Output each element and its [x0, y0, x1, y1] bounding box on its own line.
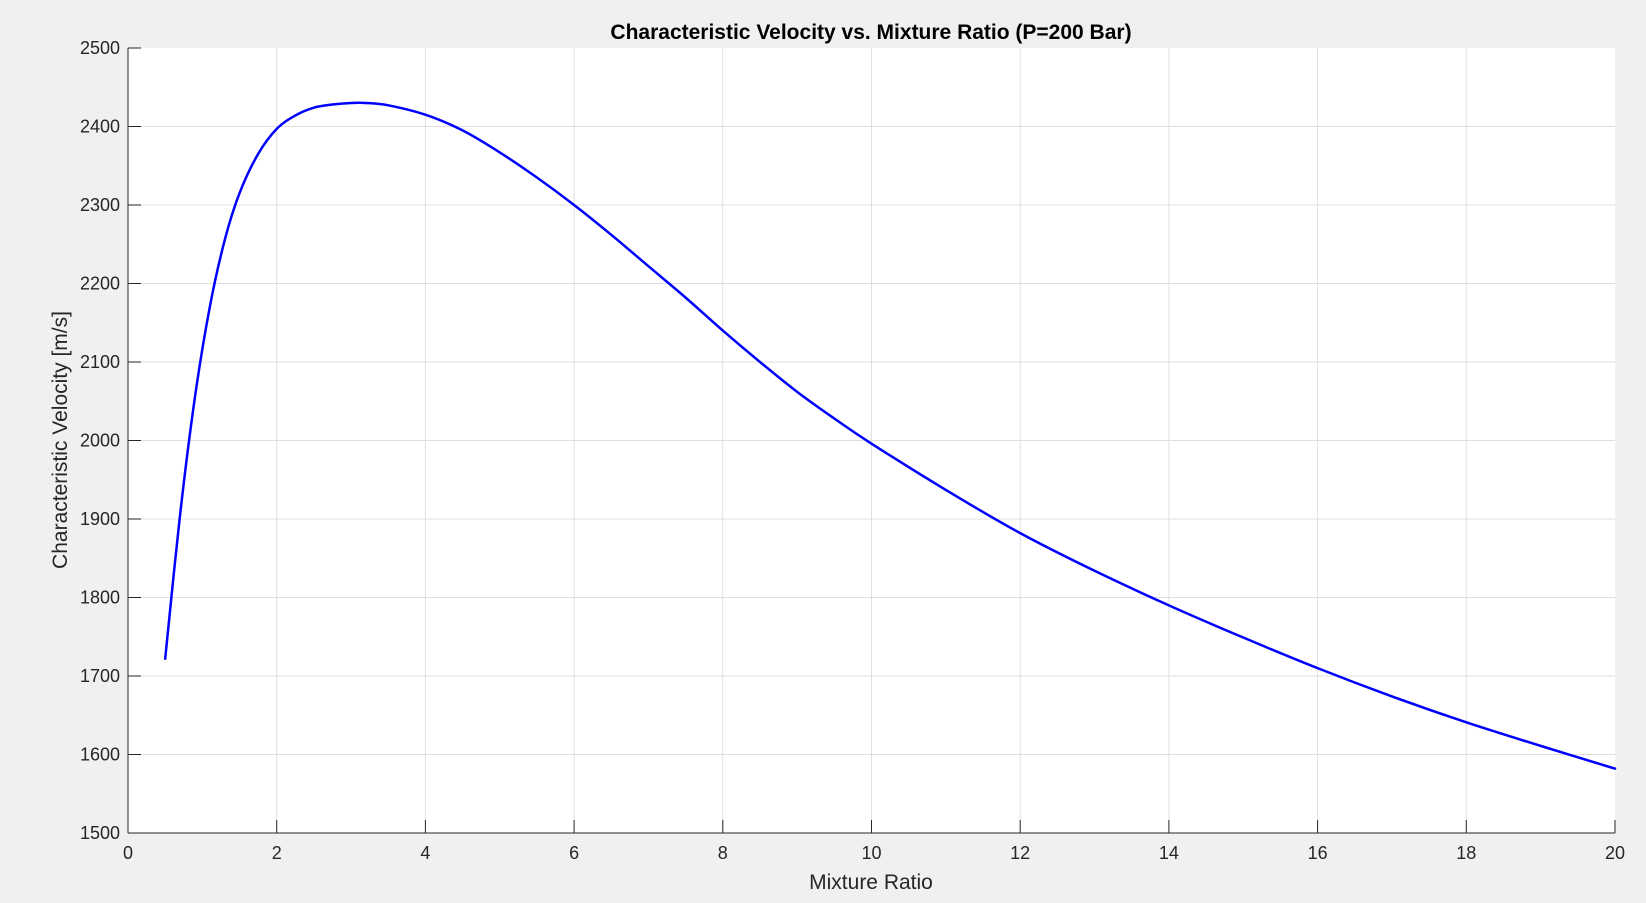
x-tick-label: 0	[123, 843, 133, 863]
x-tick-label: 2	[272, 843, 282, 863]
x-tick-label: 16	[1308, 843, 1328, 863]
y-axis-label: Characteristic Velocity [m/s]	[49, 311, 72, 569]
chart-title: Characteristic Velocity vs. Mixture Rati…	[610, 21, 1131, 44]
x-tick-label: 4	[420, 843, 430, 863]
x-tick-label: 18	[1456, 843, 1476, 863]
x-tick-label: 10	[861, 843, 881, 863]
x-axis-label: Mixture Ratio	[809, 871, 933, 894]
y-tick-label: 2200	[80, 274, 120, 294]
y-tick-label: 1600	[80, 745, 120, 765]
y-tick-label: 2100	[80, 352, 120, 372]
grid	[128, 48, 1615, 833]
y-tick-label: 1500	[80, 823, 120, 843]
y-tick-label: 2000	[80, 431, 120, 451]
series-layer	[163, 101, 1617, 770]
axes	[127, 47, 1616, 834]
series-line	[163, 101, 1617, 770]
x-tick-label: 20	[1605, 843, 1625, 863]
y-tick-label: 1800	[80, 588, 120, 608]
y-tick-label: 2400	[80, 117, 120, 137]
x-tick-label: 14	[1159, 843, 1179, 863]
y-tick-label: 1900	[80, 509, 120, 529]
y-tick-labels: 1500 1600 1700 1800 1900 2000 2100 2200 2300 2400…	[80, 38, 120, 843]
x-tick-label: 8	[718, 843, 728, 863]
x-tick-label: 6	[569, 843, 579, 863]
x-tick-labels: 0 2 4 6 8 10 12 14 16 18 20	[123, 843, 1625, 863]
x-tick-label: 12	[1010, 843, 1030, 863]
y-tick-label: 2300	[80, 195, 120, 215]
y-tick-label: 2500	[80, 38, 120, 58]
y-tick-label: 1700	[80, 666, 120, 686]
